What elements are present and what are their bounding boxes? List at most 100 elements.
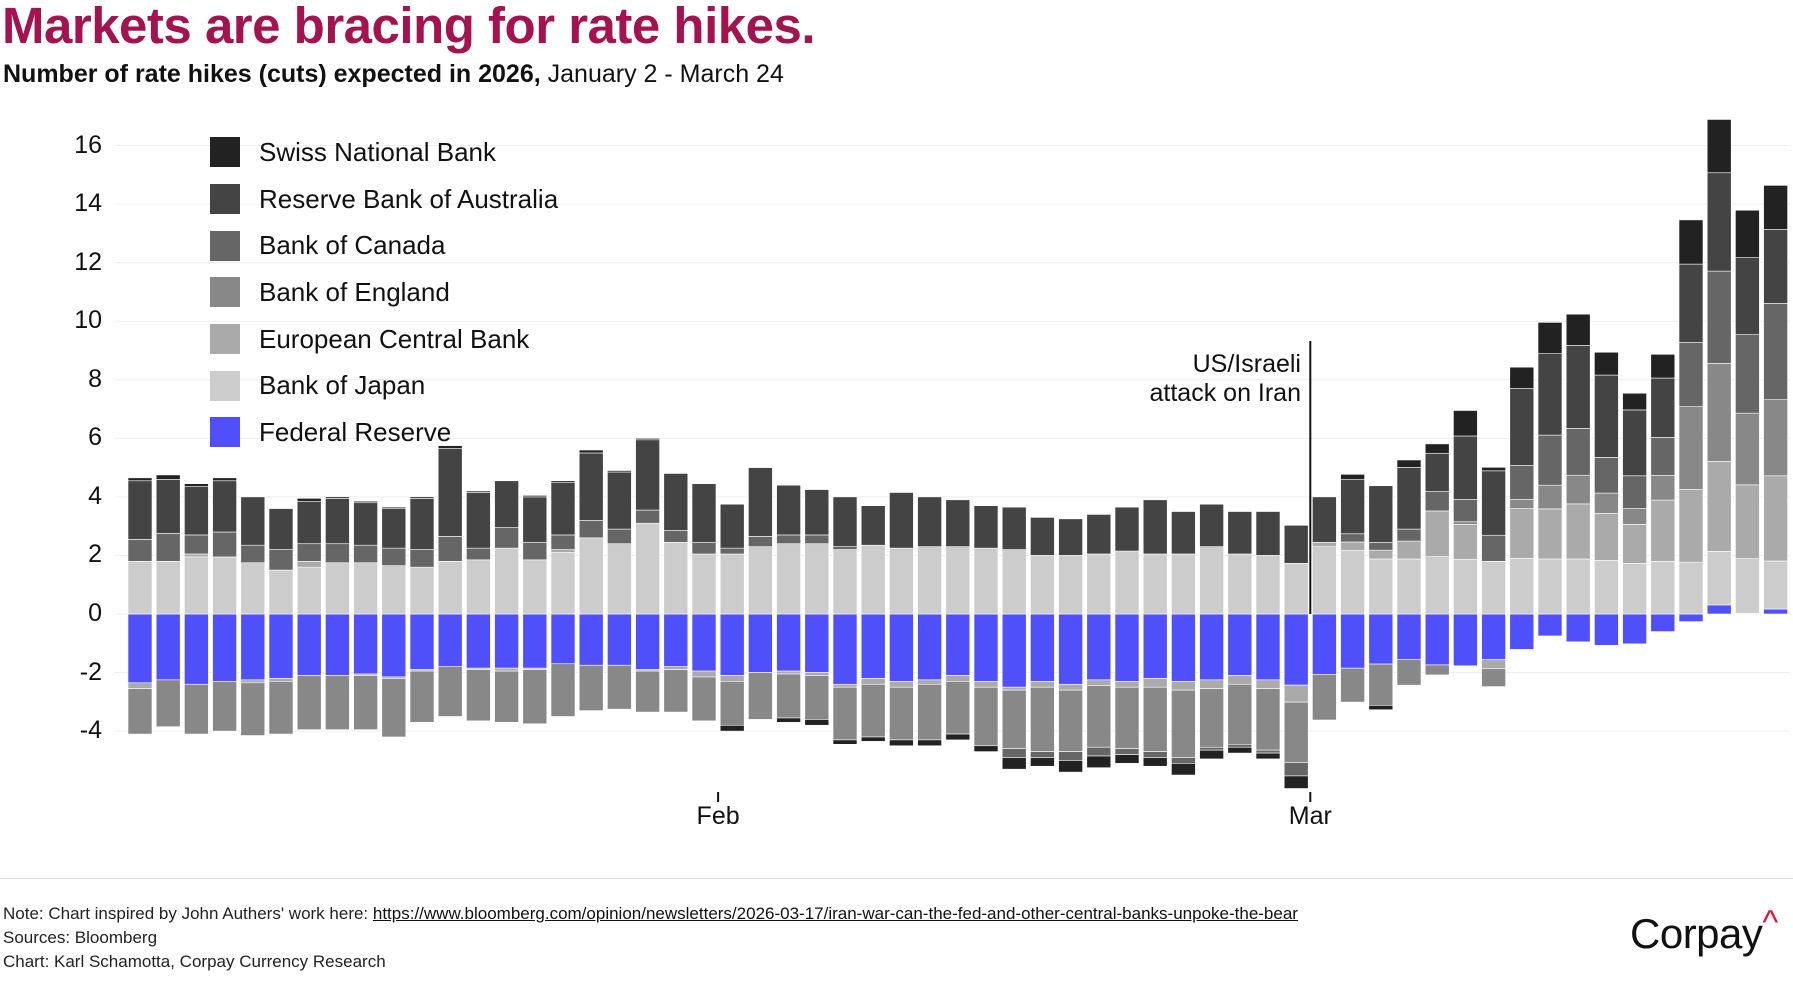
bar-segment-fed (889, 613, 914, 682)
bar-segment-ecb (1509, 508, 1535, 559)
bar-segment-rba (1735, 257, 1760, 335)
bar-segment-fed (1650, 613, 1676, 632)
annotation-line-1: US/Israeli (1192, 350, 1301, 378)
bar-segment-boe (1396, 659, 1422, 686)
bar-segment-snb (1058, 760, 1083, 773)
bar-segment-boc (719, 547, 745, 555)
bar-segment-rba (1142, 499, 1168, 555)
bar-segment-rba (1227, 511, 1253, 555)
bar-segment-boe (409, 670, 435, 723)
bar-segment-rba (1565, 345, 1591, 429)
bar-segment-boj (1481, 560, 1506, 615)
bar-stack (1509, 366, 1535, 650)
bar-segment-rba (691, 483, 717, 543)
bar-stack (1650, 353, 1676, 632)
bar-segment-fed (607, 613, 632, 666)
bar-segment-boj (1735, 558, 1760, 614)
bar-segment-ecb (663, 666, 689, 670)
bar-segment-boj (212, 556, 237, 615)
bar-stack (550, 480, 576, 717)
bar-segment-ecb (127, 682, 153, 689)
bar-segment-rba (437, 448, 463, 537)
bar-segment-snb (1255, 752, 1281, 760)
bar-segment-snb (1424, 443, 1450, 454)
bar-segment-boj (635, 522, 660, 615)
bar-segment-boe (325, 675, 350, 730)
bar-segment-rba (860, 505, 886, 546)
bar-segment-rba (1340, 479, 1365, 535)
legend-item-boj: Bank of Japan (210, 362, 558, 409)
bar-segment-fed (325, 613, 350, 676)
footer-credit: Chart: Karl Schamotta, Corpay Currency R… (3, 952, 386, 971)
y-tick-label: 10 (74, 306, 102, 335)
bar-segment-boc (748, 536, 773, 547)
bar-segment-rba (804, 489, 830, 536)
bar-segment-rba (1199, 503, 1224, 547)
bar-stack (635, 438, 660, 713)
bar-stack (691, 483, 717, 722)
bar-segment-rba (1312, 496, 1337, 543)
bar-stack (268, 508, 294, 735)
bar-segment-boj (325, 562, 350, 615)
legend-label: Bank of England (259, 276, 450, 307)
bar-segment-boc (268, 549, 294, 571)
bar-segment-boj (409, 566, 435, 615)
bar-segment-snb (1481, 467, 1506, 472)
bar-segment-ecb (184, 553, 209, 558)
event-annotation: US/Israeli attack on Iran (1150, 350, 1301, 408)
bar-segment-snb (1114, 754, 1140, 764)
bar-segment-boj (1058, 555, 1083, 615)
bar-segment-boe (1171, 689, 1196, 758)
bar-segment-boc (494, 527, 519, 549)
bar-stack (860, 505, 886, 742)
bar-segment-boc (1058, 751, 1083, 761)
bar-segment-boc (1030, 751, 1055, 758)
bar-segment-boe (212, 681, 237, 732)
bar-segment-fed (917, 613, 942, 681)
bar-segment-boe (437, 666, 463, 717)
bar-segment-snb (1537, 322, 1563, 355)
bar-segment-snb (719, 724, 745, 732)
bar-segment-ecb (1594, 512, 1619, 561)
bar-segment-fed (1086, 613, 1112, 681)
bar-segment-fed (1706, 604, 1732, 615)
bar-segment-boc (1537, 434, 1563, 486)
bar-segment-boe (973, 686, 999, 747)
bar-segment-boc (578, 520, 604, 539)
subtitle-bold: Number of rate hikes (cuts) expected in … (3, 60, 541, 88)
bar-segment-ecb (550, 549, 576, 553)
bar-segment-snb (325, 496, 350, 499)
bar-segment-snb (1509, 366, 1535, 389)
bar-segment-ecb (1650, 499, 1676, 562)
bar-segment-fed (1171, 613, 1196, 682)
bar-segment-boe (1509, 499, 1535, 509)
bar-segment-snb (973, 745, 999, 752)
bar-segment-ecb (1086, 679, 1112, 687)
bar-segment-boj (1114, 550, 1140, 615)
bar-stack (1678, 219, 1704, 622)
legend-label: Bank of Canada (259, 230, 446, 261)
bar-segment-boc (466, 547, 491, 561)
bar-segment-fed (1340, 613, 1365, 669)
bar-segment-fed (1142, 613, 1168, 679)
bar-segment-ecb (240, 679, 266, 684)
bar-segment-boj (691, 553, 717, 615)
bar-segment-ecb (1678, 489, 1704, 563)
bar-segment-boc (832, 546, 858, 550)
bar-segment-rba (353, 502, 378, 546)
bar-segment-boe (1340, 667, 1365, 703)
y-tick-label: 14 (74, 189, 102, 218)
bar-segment-snb (860, 736, 886, 742)
source-link[interactable]: https://www.bloomberg.com/opinion/newsle… (372, 904, 1298, 923)
bar-segment-fed (212, 613, 237, 682)
bar-segment-snb (381, 506, 407, 509)
bar-segment-boc (1678, 342, 1704, 407)
legend-label: Bank of Japan (259, 370, 426, 401)
bar-segment-boj (1622, 563, 1647, 615)
bar-segment-ecb (1114, 681, 1140, 688)
legend-swatch (210, 324, 240, 355)
bar-segment-rba (1171, 511, 1196, 555)
bar-segment-fed (494, 613, 519, 669)
bar-segment-ecb (1058, 683, 1083, 691)
bar-segment-fed (296, 613, 322, 676)
